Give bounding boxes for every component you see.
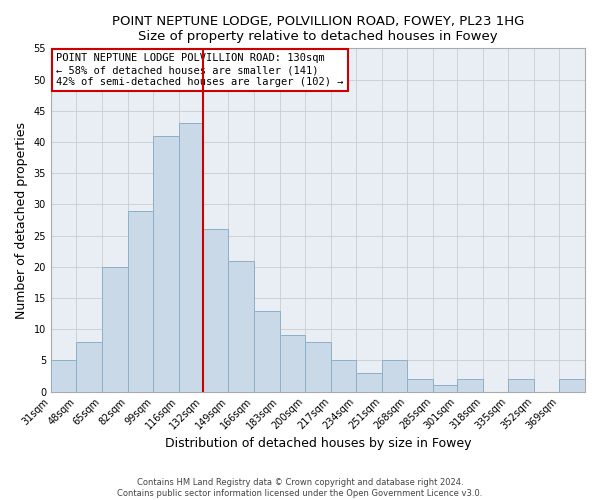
Bar xyxy=(203,230,229,392)
Bar xyxy=(229,260,254,392)
Text: Contains HM Land Registry data © Crown copyright and database right 2024.
Contai: Contains HM Land Registry data © Crown c… xyxy=(118,478,482,498)
Bar xyxy=(102,267,128,392)
Bar xyxy=(76,342,102,392)
Bar xyxy=(331,360,356,392)
Bar xyxy=(179,123,203,392)
Text: POINT NEPTUNE LODGE POLVILLION ROAD: 130sqm
← 58% of detached houses are smaller: POINT NEPTUNE LODGE POLVILLION ROAD: 130… xyxy=(56,54,344,86)
Bar xyxy=(280,336,305,392)
Bar xyxy=(356,373,382,392)
Bar xyxy=(128,210,153,392)
Bar xyxy=(433,386,457,392)
Bar xyxy=(382,360,407,392)
Bar xyxy=(457,379,482,392)
Bar xyxy=(508,379,534,392)
Y-axis label: Number of detached properties: Number of detached properties xyxy=(15,122,28,318)
Bar xyxy=(559,379,585,392)
Bar xyxy=(305,342,331,392)
Title: POINT NEPTUNE LODGE, POLVILLION ROAD, FOWEY, PL23 1HG
Size of property relative : POINT NEPTUNE LODGE, POLVILLION ROAD, FO… xyxy=(112,15,524,43)
Bar xyxy=(153,136,179,392)
Bar xyxy=(254,310,280,392)
Bar xyxy=(407,379,433,392)
Bar xyxy=(51,360,76,392)
X-axis label: Distribution of detached houses by size in Fowey: Distribution of detached houses by size … xyxy=(165,437,471,450)
